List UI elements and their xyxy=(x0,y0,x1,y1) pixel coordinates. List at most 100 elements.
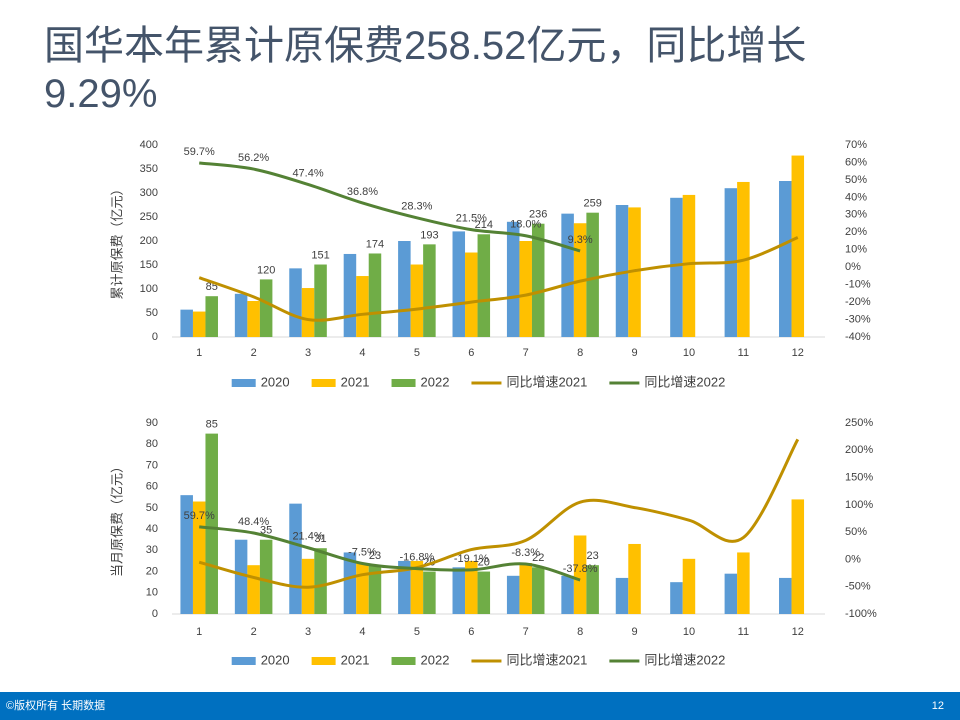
bar xyxy=(791,155,805,337)
y2-tick-label: 250% xyxy=(845,417,873,429)
bar xyxy=(247,565,260,614)
bar xyxy=(356,276,369,337)
y-tick-label: 0 xyxy=(152,331,158,343)
data-label: 23 xyxy=(369,550,381,562)
data-label: 47.4% xyxy=(292,167,323,179)
legend-swatch xyxy=(311,657,336,665)
bar xyxy=(247,301,260,337)
footer-bar xyxy=(0,692,960,720)
bar xyxy=(506,575,520,614)
bar xyxy=(586,212,599,337)
bar xyxy=(531,223,545,337)
legend-label: 同比增速2022 xyxy=(644,652,725,667)
bar xyxy=(398,241,411,337)
y-tick-label: 200 xyxy=(140,235,158,247)
bar xyxy=(192,501,206,614)
legend-label: 2020 xyxy=(261,374,290,389)
data-label: 20 xyxy=(478,556,490,568)
y-tick-label: 350 xyxy=(140,163,158,175)
y-tick-label: 40 xyxy=(146,523,158,535)
x-tick-label: 9 xyxy=(631,347,637,359)
data-label: 259 xyxy=(583,198,601,210)
y-tick-label: 250 xyxy=(140,211,158,223)
x-tick-label: 10 xyxy=(683,347,695,359)
legend-label: 同比增速2022 xyxy=(644,374,725,389)
line-series xyxy=(199,525,581,582)
y-tick-label: 300 xyxy=(140,187,158,199)
line-series xyxy=(198,236,799,322)
data-label: 193 xyxy=(420,229,438,241)
bar xyxy=(234,293,248,337)
legend-label: 2022 xyxy=(421,652,450,667)
bar xyxy=(356,563,369,614)
y-tick-label: 150 xyxy=(140,259,158,271)
data-label: 120 xyxy=(257,264,275,276)
data-label: 56.2% xyxy=(238,152,269,164)
bar xyxy=(682,558,696,614)
data-label: -16.8% xyxy=(399,552,434,564)
y-tick-label: 50 xyxy=(146,502,158,514)
bar xyxy=(343,552,357,614)
legend-swatch xyxy=(391,657,416,665)
x-tick-label: 6 xyxy=(468,626,474,638)
y2-tick-label: -100% xyxy=(845,608,877,620)
y2-tick-label: -10% xyxy=(845,279,871,291)
y-axis-title: 累计原保费（亿元） xyxy=(109,182,124,299)
bar xyxy=(205,433,218,614)
y2-tick-label: -20% xyxy=(845,296,871,308)
x-tick-label: 3 xyxy=(305,626,311,638)
data-label: 174 xyxy=(366,238,384,250)
data-label: 59.7% xyxy=(184,510,215,522)
bar xyxy=(477,571,491,614)
y-tick-label: 80 xyxy=(146,438,158,450)
bar xyxy=(561,575,574,614)
page-number: 12 xyxy=(932,700,944,712)
x-tick-label: 8 xyxy=(577,626,583,638)
x-tick-label: 6 xyxy=(468,347,474,359)
legend-swatch xyxy=(231,379,256,387)
bar xyxy=(205,296,218,337)
y2-tick-label: 100% xyxy=(845,499,873,511)
data-label: 28.3% xyxy=(401,201,432,213)
bar xyxy=(465,560,478,614)
bar xyxy=(368,565,382,614)
y-tick-label: 100 xyxy=(140,283,158,295)
x-tick-label: 7 xyxy=(523,626,529,638)
bar xyxy=(791,499,805,614)
bar xyxy=(180,309,193,337)
y-axis-title: 当月原保费（亿元） xyxy=(109,460,124,577)
data-label: 22 xyxy=(532,552,544,564)
x-tick-label: 5 xyxy=(414,626,420,638)
legend-label: 2022 xyxy=(421,374,450,389)
y-tick-label: 400 xyxy=(140,139,158,151)
x-tick-label: 3 xyxy=(305,347,311,359)
bar xyxy=(724,573,738,614)
bar xyxy=(670,197,683,337)
bar xyxy=(737,552,750,614)
legend-label: 同比增速2021 xyxy=(506,652,587,667)
x-tick-label: 4 xyxy=(359,626,365,638)
y2-tick-label: 30% xyxy=(845,209,867,221)
x-tick-label: 12 xyxy=(792,626,804,638)
legend-label: 同比增速2021 xyxy=(506,374,587,389)
data-label: 214 xyxy=(475,219,493,231)
y-tick-label: 60 xyxy=(146,481,158,493)
bar xyxy=(301,288,315,337)
bar xyxy=(615,205,629,337)
data-label: 236 xyxy=(529,209,547,221)
y-tick-label: 20 xyxy=(146,565,158,577)
bar xyxy=(289,503,302,614)
bar xyxy=(628,207,641,337)
y2-tick-label: 50% xyxy=(845,526,867,538)
legend-swatch xyxy=(231,657,256,665)
x-tick-label: 1 xyxy=(196,347,202,359)
x-tick-label: 11 xyxy=(738,626,749,638)
data-label: 151 xyxy=(311,249,329,261)
y2-tick-label: 60% xyxy=(845,156,867,168)
bar xyxy=(670,582,683,614)
bar xyxy=(410,560,424,614)
line-series xyxy=(198,438,800,589)
y2-tick-label: 10% xyxy=(845,244,867,256)
